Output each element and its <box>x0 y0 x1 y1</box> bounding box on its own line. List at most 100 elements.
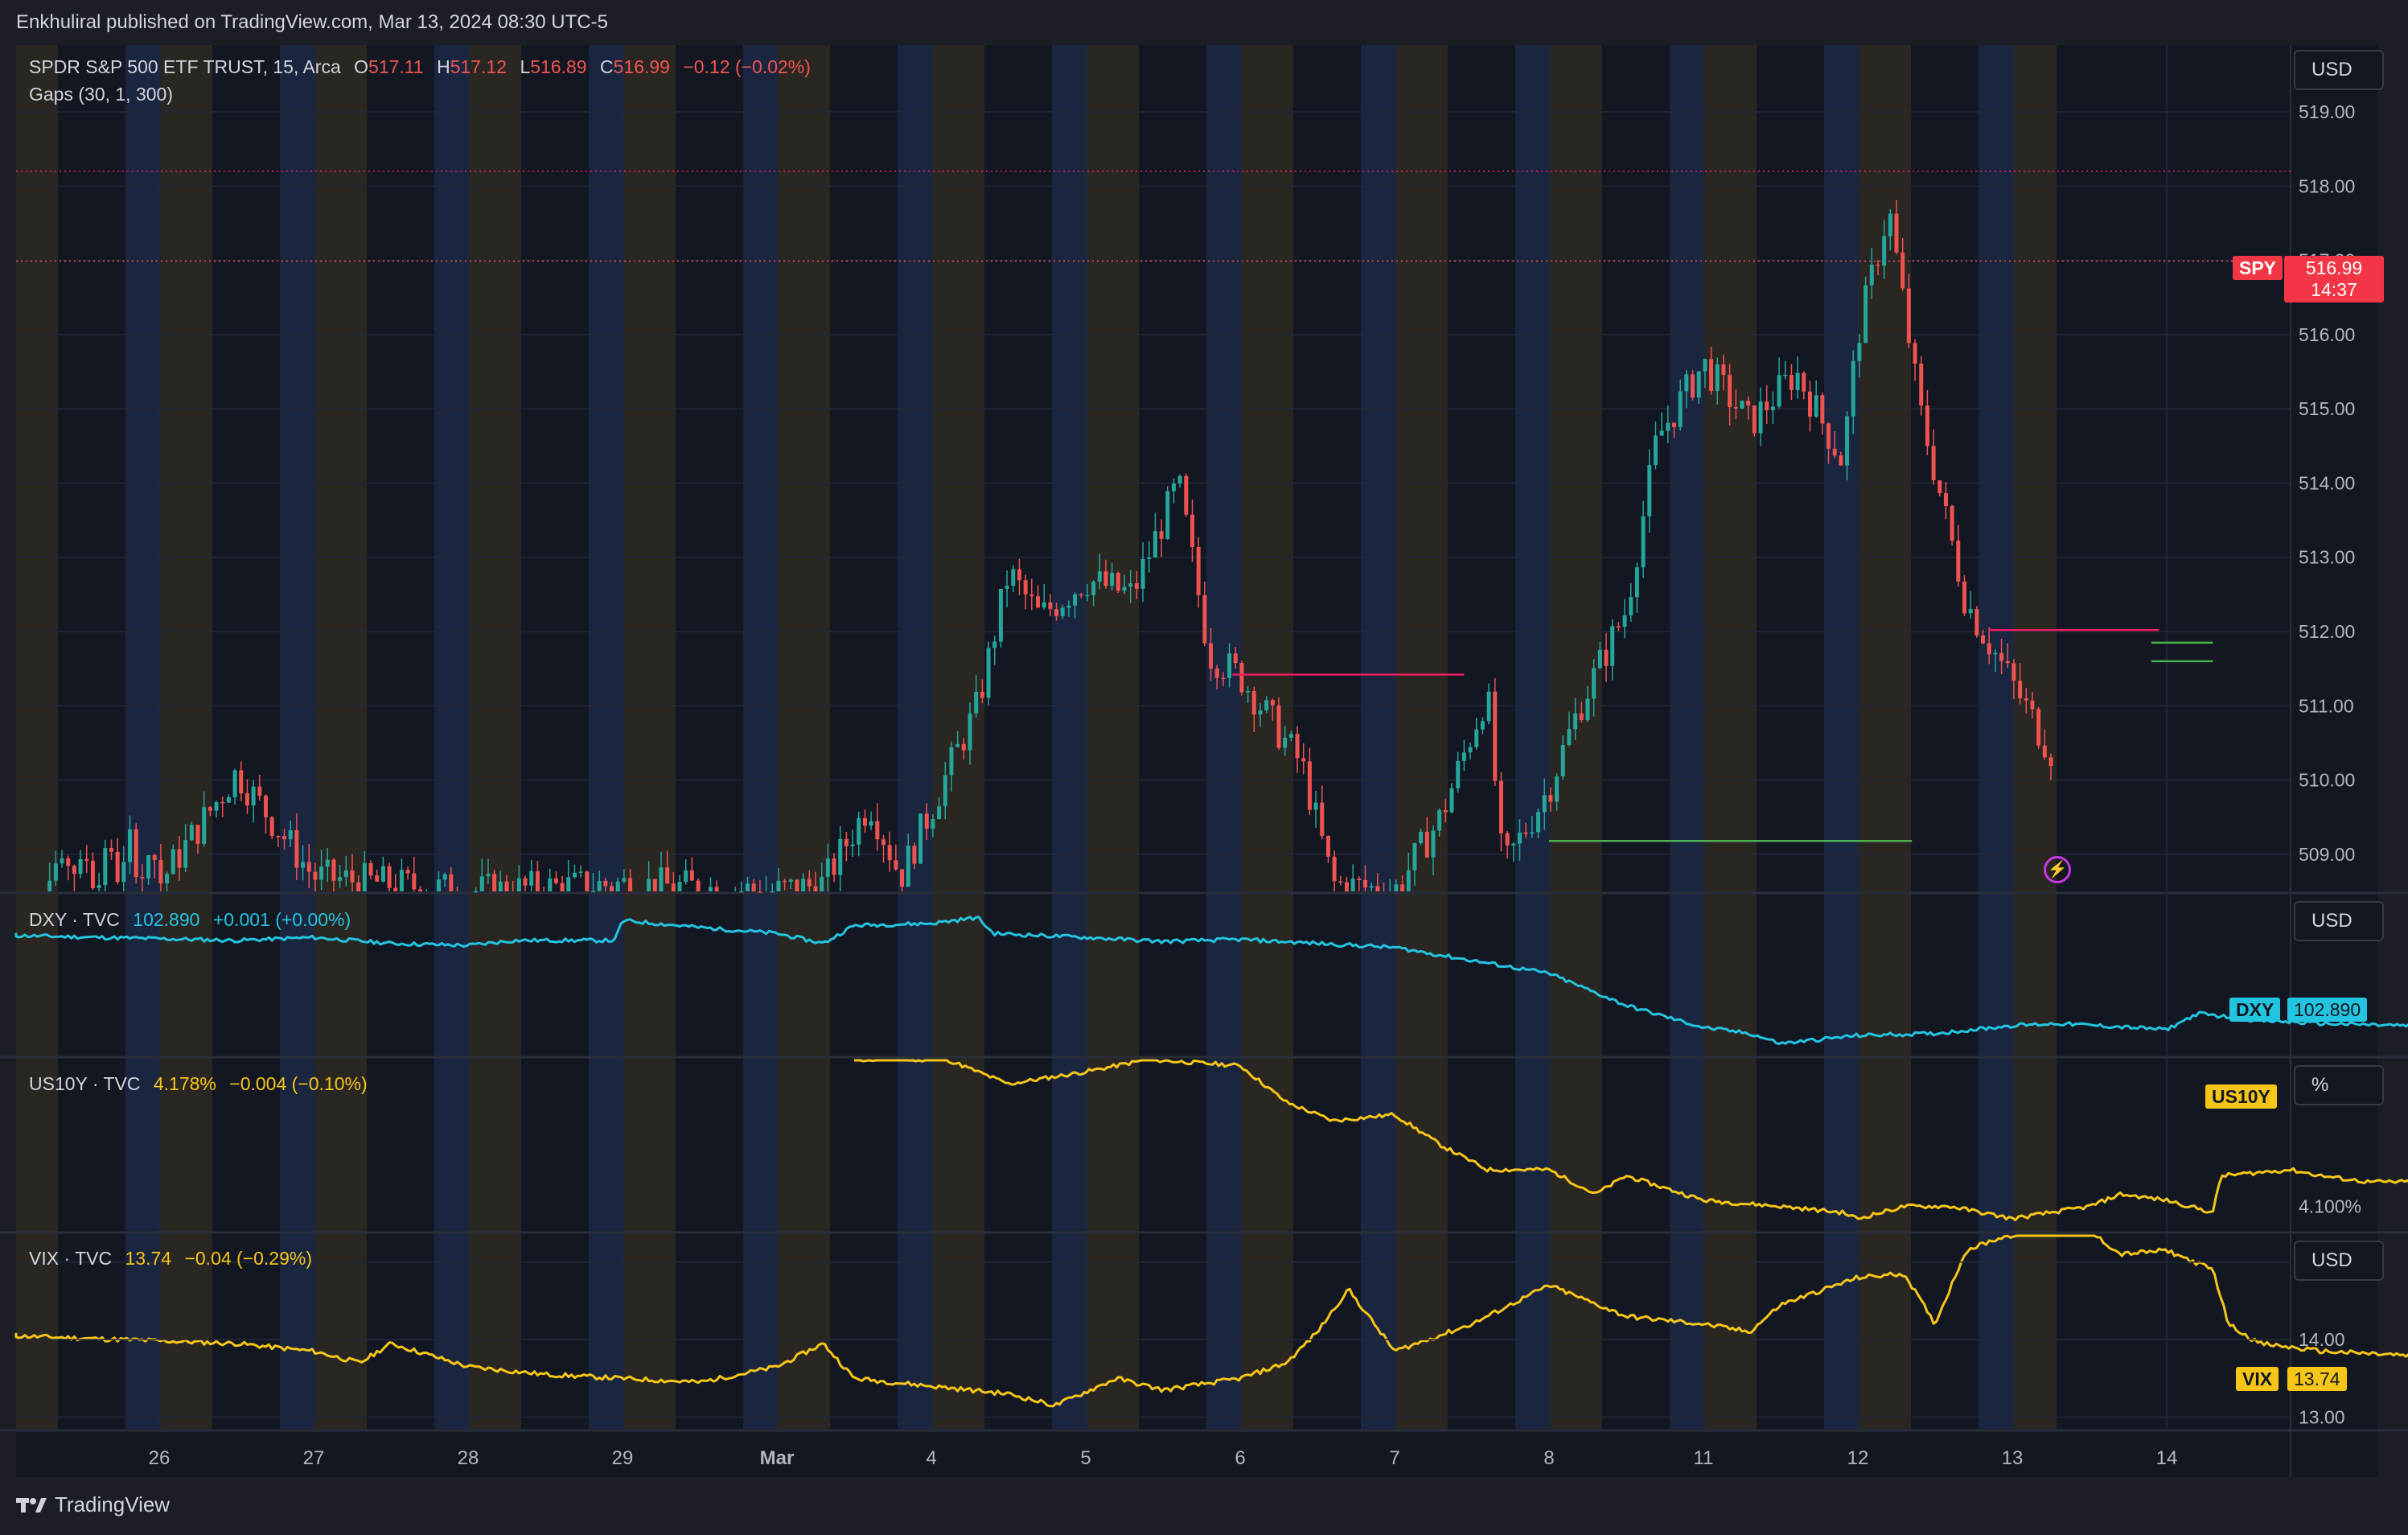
candle-body <box>202 807 207 844</box>
ohlc-l-label: L <box>520 56 531 77</box>
tradingview-footer[interactable]: TradingView <box>16 1492 170 1517</box>
candle-body <box>1703 359 1707 372</box>
candle-body <box>1357 879 1362 880</box>
candle-body <box>1246 690 1251 693</box>
candle-body <box>2036 709 2041 746</box>
candle-body <box>1604 649 1609 666</box>
candle-body <box>578 871 583 873</box>
candle-body <box>1103 571 1108 586</box>
us10y-change: −0.004 (−0.10%) <box>229 1073 368 1094</box>
lightning-icon[interactable]: ⚡ <box>2044 856 2071 883</box>
candle-body <box>319 866 324 880</box>
candle-body <box>171 849 175 874</box>
vix-change: −0.04 (−0.29%) <box>184 1248 313 1269</box>
candle-body <box>758 891 762 893</box>
candle-body <box>1906 288 1911 344</box>
candle-body <box>1579 713 1584 721</box>
candle-body <box>442 874 447 880</box>
candle-body <box>368 863 373 876</box>
candle-body <box>1795 372 1800 390</box>
candle-body <box>1419 831 1424 844</box>
candle-body <box>1498 780 1503 833</box>
candle-body <box>955 743 960 747</box>
candle-body <box>671 883 676 891</box>
candle-body <box>1486 691 1491 722</box>
y-tick-label: 509.00 <box>2299 844 2355 865</box>
candle-body <box>1647 465 1652 516</box>
candle-body <box>1209 643 1214 669</box>
session-band <box>624 45 676 1429</box>
candle-body <box>1461 752 1466 761</box>
candle-body <box>1684 374 1689 392</box>
candle-body <box>189 825 194 841</box>
candle-body <box>1338 881 1343 883</box>
candle-body <box>535 870 540 891</box>
candle-body <box>1882 236 1887 266</box>
ohlc-change: −0.12 (−0.02%) <box>683 56 811 77</box>
candle-body <box>1153 531 1157 558</box>
candle-body <box>776 880 781 891</box>
session-band <box>1087 45 1139 1429</box>
candle-body <box>1320 802 1325 836</box>
candle-body <box>1869 264 1874 286</box>
candle-body <box>2005 661 2010 664</box>
candle-body <box>1110 572 1115 586</box>
vix-price-tag: 13.74 <box>2287 1367 2347 1391</box>
candle-body <box>1622 615 1627 628</box>
candle-body <box>1073 594 1078 606</box>
x-tick-label: 13 <box>2002 1447 2024 1469</box>
candle-body <box>807 879 812 887</box>
x-tick-label: 14 <box>2156 1447 2178 1469</box>
candle-body <box>647 879 651 891</box>
vix-series-line <box>14 1234 2408 1408</box>
session-band <box>1515 45 1551 1429</box>
candle-body <box>1733 407 1738 409</box>
candle-body <box>1122 586 1127 591</box>
gaps-indicator-label[interactable]: Gaps (30, 1, 300) <box>29 84 173 105</box>
candle-body <box>1332 856 1337 882</box>
candle-body <box>263 796 268 817</box>
candle-body <box>1140 558 1145 589</box>
us10y-unit-button[interactable]: % <box>2294 1065 2384 1105</box>
spy-bar-timer: 14:37 <box>2311 279 2357 300</box>
candle-body <box>931 818 935 829</box>
candle-body <box>1511 843 1516 846</box>
candle-body <box>1536 812 1541 833</box>
candle-body <box>998 588 1003 642</box>
vix-currency-button[interactable]: USD <box>2294 1241 2384 1281</box>
candle-body <box>232 770 237 797</box>
candle-body <box>399 870 404 891</box>
candle-body <box>1827 423 1831 449</box>
x-tick-label: 7 <box>1389 1447 1399 1469</box>
dxy-currency-button[interactable]: USD <box>2294 901 2384 941</box>
candle-body <box>1042 602 1046 608</box>
candle-body <box>1728 374 1732 408</box>
candle-body <box>677 882 682 891</box>
candle-body <box>1474 729 1479 747</box>
vix-title: VIX · TVC <box>29 1248 113 1269</box>
candle-body <box>1993 652 1998 655</box>
candle-body <box>1659 430 1664 436</box>
candle-body <box>257 786 262 796</box>
dxy-price-tag: 102.890 <box>2287 998 2368 1022</box>
candle-body <box>980 691 984 698</box>
candle-body <box>553 878 558 883</box>
candle-body <box>1839 455 1843 466</box>
candle-body <box>1666 422 1670 431</box>
candle-body <box>628 878 633 891</box>
candle-body <box>949 747 954 776</box>
x-tick-label: 27 <box>303 1447 325 1469</box>
candle-body <box>838 838 843 875</box>
session-band <box>125 45 161 1429</box>
ohlc-c-label: C <box>599 56 614 77</box>
candle-body <box>1295 734 1300 759</box>
main-currency-button[interactable]: USD <box>2294 50 2384 90</box>
candle-body <box>474 891 479 893</box>
candle-body <box>1313 802 1318 810</box>
candle-body <box>566 877 571 891</box>
candle-body <box>498 881 503 891</box>
candle-body <box>770 891 775 893</box>
candle-body <box>585 871 590 891</box>
candle-body <box>486 874 491 877</box>
